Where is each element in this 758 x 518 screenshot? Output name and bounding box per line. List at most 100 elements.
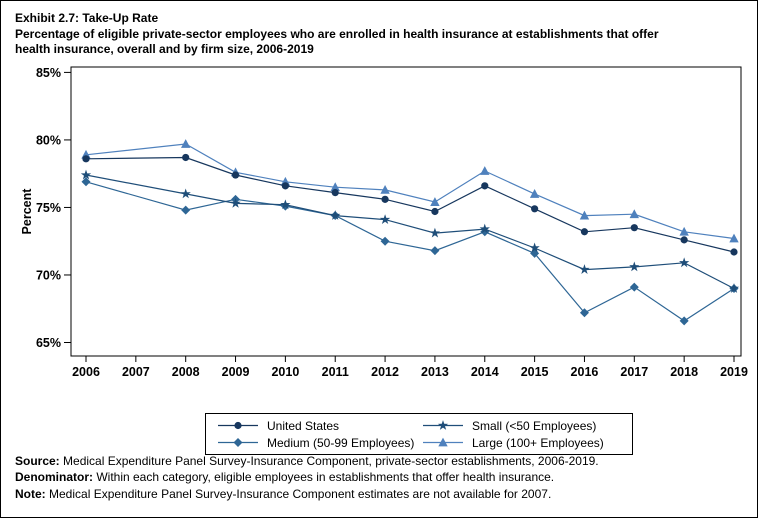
triangle-marker-icon <box>729 233 739 243</box>
triangle-marker-icon <box>423 437 463 447</box>
star-marker-icon <box>629 261 640 272</box>
diamond-marker-icon <box>679 316 689 326</box>
star-marker-icon <box>429 227 441 238</box>
star-marker-icon <box>479 223 490 234</box>
footnotes: Source: Medical Expenditure Panel Survey… <box>15 453 751 502</box>
source-note-prefix: Source: <box>15 454 60 468</box>
star-marker-icon <box>379 214 391 224</box>
circle-marker-icon <box>331 188 339 197</box>
x-tick-label: 2011 <box>322 365 349 379</box>
legend-item-medium-50-99-employees: Medium (50-99 Employees) <box>216 435 421 450</box>
diamond-marker-icon <box>233 438 243 447</box>
x-tick-label: 2006 <box>72 365 100 379</box>
star-marker-icon <box>728 283 740 293</box>
triangle-marker-icon <box>380 184 390 194</box>
x-tick-label: 2017 <box>620 365 648 379</box>
circle-marker-icon <box>630 224 638 232</box>
circle-marker-icon <box>730 248 738 256</box>
x-tick-label: 2019 <box>720 365 748 379</box>
legend-label: Small (<50 Employees) <box>472 418 597 433</box>
legend-item-small-50-employees: Small (<50 Employees) <box>421 418 622 433</box>
availability-note-text: Medical Expenditure Panel Survey-Insuran… <box>45 486 552 501</box>
x-tick-label: 2008 <box>172 365 200 379</box>
star-marker-icon <box>423 420 463 430</box>
source-note: Source: Medical Expenditure Panel Survey… <box>15 453 751 469</box>
diamond-marker-icon <box>579 308 589 318</box>
circle-marker-icon <box>82 155 90 163</box>
triangle-marker-icon <box>330 182 340 192</box>
legend-label: Medium (50-99 Employees) <box>267 435 415 450</box>
circle-marker-icon <box>580 228 589 236</box>
exhibit-subtitle-line1: Percentage of eligible private-sector em… <box>15 26 659 41</box>
series-line-medium-50-99-employees <box>85 181 735 322</box>
star-marker-icon <box>579 264 590 274</box>
circle-marker-icon <box>381 195 389 203</box>
legend-item-united-states: United States <box>216 418 421 433</box>
availability-note: Note: Medical Expenditure Panel Survey-I… <box>15 486 751 502</box>
circle-marker-icon <box>281 182 289 190</box>
circle-marker-icon <box>431 207 439 216</box>
star-marker-icon <box>679 257 690 268</box>
x-tick-label: 2013 <box>421 365 449 379</box>
star-marker-icon <box>280 199 291 210</box>
circle-marker-icon <box>531 205 539 213</box>
star-marker-icon <box>180 188 191 199</box>
y-tick-label: 75% <box>36 201 61 215</box>
y-tick-label: 65% <box>36 336 61 350</box>
circle-marker-icon <box>680 236 688 244</box>
triangle-marker-icon <box>579 210 590 220</box>
star-marker-icon <box>330 210 341 220</box>
denominator-note-text: Within each category, eligible employees… <box>93 470 555 485</box>
legend-label: Large (100+ Employees) <box>472 435 604 450</box>
circle-marker-icon <box>231 171 240 179</box>
takeup-rate-line-chart: 65% 70% 75% 80% 85% 2006 2007 2008 2009 2010 2011 2… <box>20 66 748 379</box>
denominator-note: Denominator: Within each category, eligi… <box>15 469 751 485</box>
x-tick-label: 2009 <box>222 365 250 379</box>
x-tick-label: 2014 <box>471 365 499 379</box>
x-tick-label: 2007 <box>122 365 150 379</box>
circle-marker-icon <box>182 153 190 162</box>
triangle-marker-icon <box>430 197 440 206</box>
x-tick-label: 2010 <box>271 365 299 379</box>
star-marker-icon <box>80 169 92 180</box>
triangle-marker-icon <box>180 139 191 148</box>
triangle-marker-icon <box>438 437 448 447</box>
x-tick-label: 2015 <box>521 365 549 379</box>
star-marker-icon <box>529 242 540 253</box>
source-note-text: Medical Expenditure Panel Survey-Insuran… <box>59 454 599 468</box>
exhibit-title: Exhibit 2.7: Take-Up Rate <box>15 11 159 25</box>
circle-marker-icon <box>234 421 242 430</box>
denominator-note-prefix: Denominator: <box>15 470 93 485</box>
star-marker-icon <box>437 420 449 430</box>
series-line-small-50-employees <box>85 174 735 290</box>
triangle-marker-icon <box>679 226 689 236</box>
legend-item-large-100-employees: Large (100+ Employees) <box>421 435 622 450</box>
diamond-marker-icon <box>81 177 91 187</box>
plot-frame <box>70 66 742 357</box>
star-marker-icon <box>230 198 241 208</box>
diamond-marker-icon <box>218 438 258 447</box>
circle-marker-icon <box>481 182 489 190</box>
series-line-united-states <box>85 156 735 253</box>
y-tick-label: 80% <box>36 133 61 147</box>
triangle-marker-icon <box>480 166 490 175</box>
x-tick-label: 2016 <box>571 365 599 379</box>
triangle-marker-icon <box>529 189 540 198</box>
diamond-marker-icon <box>629 282 639 292</box>
legend: United States Small (<50 Employees) Medium… <box>205 413 633 455</box>
availability-note-prefix: Note: <box>15 486 46 501</box>
circle-marker-icon <box>218 421 258 430</box>
diamond-marker-icon <box>181 205 191 215</box>
triangle-marker-icon <box>629 209 640 219</box>
y-tick-label: 85% <box>36 66 61 80</box>
x-tick-label: 2018 <box>670 365 698 379</box>
title-block: Exhibit 2.7: Take-Up Rate Percentage of … <box>15 11 755 58</box>
legend-label: United States <box>267 418 340 433</box>
exhibit-subtitle-line2: health insurance, overall and by firm si… <box>15 42 314 56</box>
x-tick-label: 2012 <box>371 365 399 379</box>
diamond-marker-icon <box>380 236 390 246</box>
y-axis-label: Percent <box>20 188 34 235</box>
diamond-marker-icon <box>430 246 440 256</box>
y-tick-label: 70% <box>36 268 61 282</box>
